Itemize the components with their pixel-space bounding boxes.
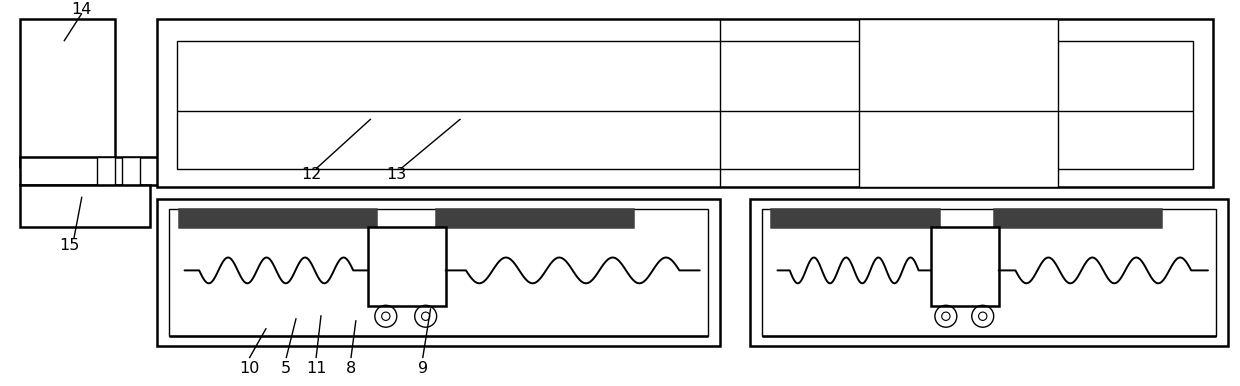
Text: 8: 8 <box>346 361 356 376</box>
Text: 14: 14 <box>72 2 92 17</box>
Bar <box>993 208 1161 227</box>
Text: 15: 15 <box>60 238 81 253</box>
Bar <box>20 19 115 167</box>
Bar <box>179 208 376 227</box>
Text: 9: 9 <box>418 361 428 376</box>
Bar <box>931 227 998 306</box>
Text: 10: 10 <box>239 361 259 376</box>
Bar <box>368 227 445 306</box>
Bar <box>156 199 719 346</box>
Bar <box>859 19 1059 187</box>
Bar <box>435 208 632 227</box>
Bar <box>761 208 1216 336</box>
Bar <box>169 208 708 336</box>
Text: 11: 11 <box>306 361 326 376</box>
Bar <box>20 185 150 227</box>
Bar <box>122 157 140 185</box>
Bar <box>97 157 115 185</box>
Text: 13: 13 <box>387 167 407 182</box>
Bar <box>156 19 1213 187</box>
Bar <box>20 157 205 185</box>
Text: 5: 5 <box>281 361 291 376</box>
Bar <box>749 199 1228 346</box>
Text: 12: 12 <box>301 167 321 182</box>
Bar <box>771 208 939 227</box>
Bar <box>176 41 1193 169</box>
